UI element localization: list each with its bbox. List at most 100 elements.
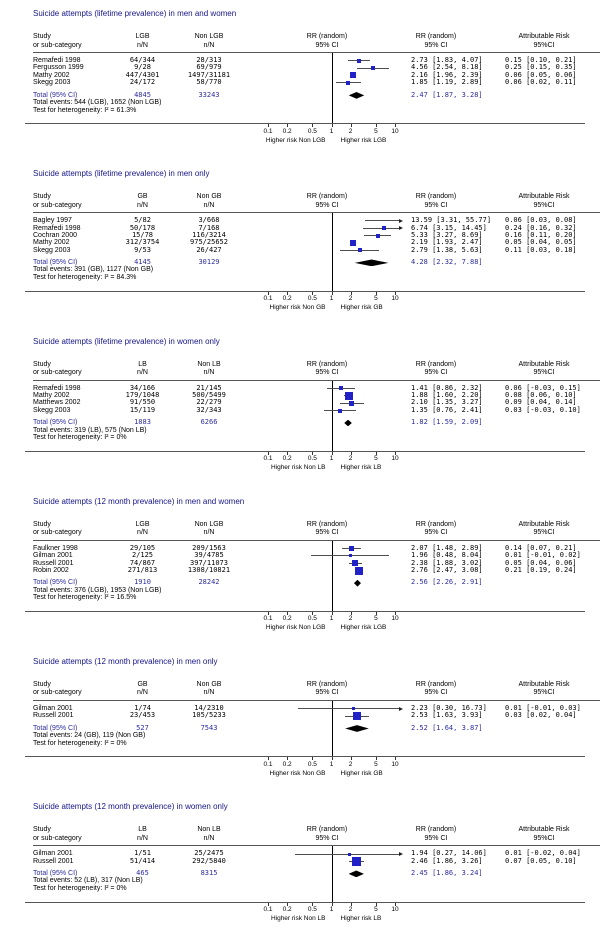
ar-ci-text: 0.06 [0.03, 0.08] bbox=[505, 216, 577, 225]
col-header-study: Study or sub-category bbox=[33, 681, 110, 698]
col-header-study: Study or sub-category bbox=[33, 521, 110, 538]
panel-title: Suicide attempts (12 month prevalence) i… bbox=[33, 802, 228, 812]
total-group-n: 4845 bbox=[134, 90, 151, 99]
axis-tick bbox=[268, 291, 269, 295]
rr-ci-text: 2.53 [1.63, 3.93] bbox=[411, 711, 483, 720]
panel-title: Suicide attempts (lifetime prevalence) i… bbox=[33, 169, 210, 179]
ci-line bbox=[364, 220, 399, 222]
ci-label: 95% CI bbox=[424, 201, 448, 209]
col-header-study-line2: or sub-category bbox=[33, 529, 82, 537]
study-row: Gilman 2001 2/125 39/4785 1.96 [0.48, 8.04]… bbox=[33, 551, 600, 559]
axis-label-left: Higher risk Non LGB bbox=[265, 624, 326, 632]
axis-label-left: Higher risk Non GB bbox=[269, 769, 326, 777]
forest-panel: Suicide attempts (lifetime prevalence) i… bbox=[0, 160, 600, 316]
ci-label: 95% CI bbox=[315, 201, 339, 209]
study-row: Remafedi 1998 50/178 7/168 6.74 [3.15, 14.4… bbox=[33, 223, 600, 232]
nongroup-events: 22/279 bbox=[196, 398, 222, 407]
null-effect-line bbox=[331, 380, 333, 451]
axis-tick-label: 5 bbox=[374, 906, 378, 914]
study-row: Bagley 1997 5/82 3/668 13.59 [3.31, 55.77] 0… bbox=[33, 216, 600, 225]
forest-panel: Suicide attempts (12 month prevalence) i… bbox=[0, 648, 600, 781]
x-axis: 0.1 0.2 0.5 1 2 5 10 Higher risk Non GB Higher r… bbox=[33, 757, 600, 781]
rr-ci-text: 1.88 [1.60, 2.20] bbox=[411, 391, 483, 400]
ar-ci-text: 0.01 [-0.02, 0.04] bbox=[505, 849, 581, 858]
axis-tick-label: 0.1 bbox=[263, 295, 273, 303]
ar-ci-text: 0.16 [0.11, 0.20] bbox=[505, 230, 577, 239]
study-name: Fergusson 1999 bbox=[33, 64, 84, 72]
axis-tick bbox=[350, 291, 352, 295]
rr-ci-text: 5.33 [3.27, 8.69] bbox=[411, 230, 483, 239]
pooled-diamond bbox=[344, 419, 352, 427]
pooled-diamond bbox=[345, 725, 369, 732]
pooled-plot-cell bbox=[243, 725, 397, 732]
col-header-study-line1: Study bbox=[33, 360, 51, 368]
col-header-study-line2: or sub-category bbox=[33, 41, 82, 49]
col-header-attributable-risk: Attributable Risk 95%CI bbox=[475, 826, 583, 843]
rr-ci-text: 1.85 [1.19, 2.89] bbox=[411, 78, 483, 87]
ar-label: Attributable Risk bbox=[518, 826, 570, 834]
col-header-rr-text: RR (random) 95% CI bbox=[397, 33, 475, 50]
nongroup-events: 26/427 bbox=[196, 245, 222, 254]
axis-tick bbox=[395, 124, 396, 128]
total-row: Total (95% CI) 527 7543 2.52 [1.64, 3.87] bbox=[33, 723, 600, 732]
ar-ci-text: 0.14 [0.07, 0.21] bbox=[505, 543, 577, 552]
arrow-right-icon bbox=[398, 706, 403, 711]
total-rr-ci-text: 2.56 [2.26, 2.91] bbox=[411, 578, 483, 587]
ar-ci-text: 0.25 [0.15, 0.35] bbox=[505, 63, 577, 72]
total-nongroup-n: 28242 bbox=[198, 578, 220, 587]
group-label: LGB bbox=[135, 520, 150, 528]
axis-tick bbox=[287, 902, 289, 906]
ci-plot-cell bbox=[243, 560, 397, 567]
study-name: Remafedi 1998 bbox=[33, 224, 81, 232]
total-group-n: 465 bbox=[136, 869, 149, 878]
rr-ci-text: 4.56 [2.54, 8.18] bbox=[411, 63, 483, 72]
header-rule bbox=[33, 212, 600, 214]
ar-ci-text: 0.11 [0.03, 0.18] bbox=[505, 245, 577, 254]
axis-tick bbox=[331, 291, 333, 295]
nongroup-events: 32/343 bbox=[196, 405, 222, 414]
table-header: Study or sub-category GB n/N Non GB n/N RR (ra… bbox=[33, 193, 600, 210]
plot-body: Bagley 1997 5/82 3/668 13.59 [3.31, 55.77] 0… bbox=[33, 213, 600, 291]
ci-plot-cell bbox=[243, 712, 397, 721]
point-estimate-square bbox=[375, 233, 380, 238]
axis-tick bbox=[375, 757, 377, 761]
axis-tick-label: 0.5 bbox=[307, 127, 317, 135]
total-rr-ci-text: 2.52 [1.64, 3.87] bbox=[411, 723, 483, 732]
axis-tick-label: 5 bbox=[374, 127, 378, 135]
col-header-nongroup: Non LGB n/N bbox=[175, 521, 243, 538]
group-events: 51/414 bbox=[129, 856, 156, 865]
total-group-n: 4145 bbox=[134, 258, 151, 267]
nongroup-events: 25/2475 bbox=[194, 849, 224, 858]
null-effect-line bbox=[331, 846, 333, 902]
x-axis: 0.1 0.2 0.5 1 2 5 10 Higher risk Non LGB Higher … bbox=[33, 124, 600, 148]
point-estimate-square bbox=[371, 66, 376, 71]
ci-line bbox=[298, 708, 399, 710]
axis-tick-label: 0.2 bbox=[282, 295, 292, 303]
rr-ci-text: 2.10 [1.35, 3.27] bbox=[411, 398, 483, 407]
ci-plot-cell bbox=[243, 217, 403, 224]
ci-label: 95% CI bbox=[315, 529, 339, 537]
ar-label: Attributable Risk bbox=[518, 360, 570, 368]
total-ar-empty bbox=[475, 579, 583, 586]
group-events: 5/82 bbox=[134, 216, 151, 225]
axis-tick bbox=[268, 757, 269, 761]
rr-label: RR (random) bbox=[306, 680, 348, 688]
axis-tick-label: 0.5 bbox=[307, 760, 317, 768]
rr-ci-text: 6.74 [3.15, 14.45] bbox=[411, 223, 487, 232]
rr-ci-text: 13.59 [3.31, 55.77] bbox=[411, 216, 492, 225]
axis-tick-label: 2 bbox=[348, 455, 353, 463]
rr-label: RR (random) bbox=[306, 520, 348, 528]
nongroup-events: 105/5233 bbox=[192, 711, 226, 720]
axis-tick bbox=[375, 611, 377, 615]
arrow-right-icon bbox=[398, 226, 403, 231]
ci-plot-cell bbox=[243, 552, 397, 559]
panel-title: Suicide attempts (lifetime prevalence) i… bbox=[33, 336, 220, 346]
nn-label: n/N bbox=[137, 41, 148, 49]
nn-label: n/N bbox=[137, 369, 148, 377]
ci-plot-cell bbox=[243, 850, 403, 857]
ci-plot-cell bbox=[243, 399, 397, 406]
axis-tick bbox=[268, 451, 269, 455]
axis-tick bbox=[375, 124, 377, 128]
total-nongroup-n: 8315 bbox=[200, 869, 218, 878]
